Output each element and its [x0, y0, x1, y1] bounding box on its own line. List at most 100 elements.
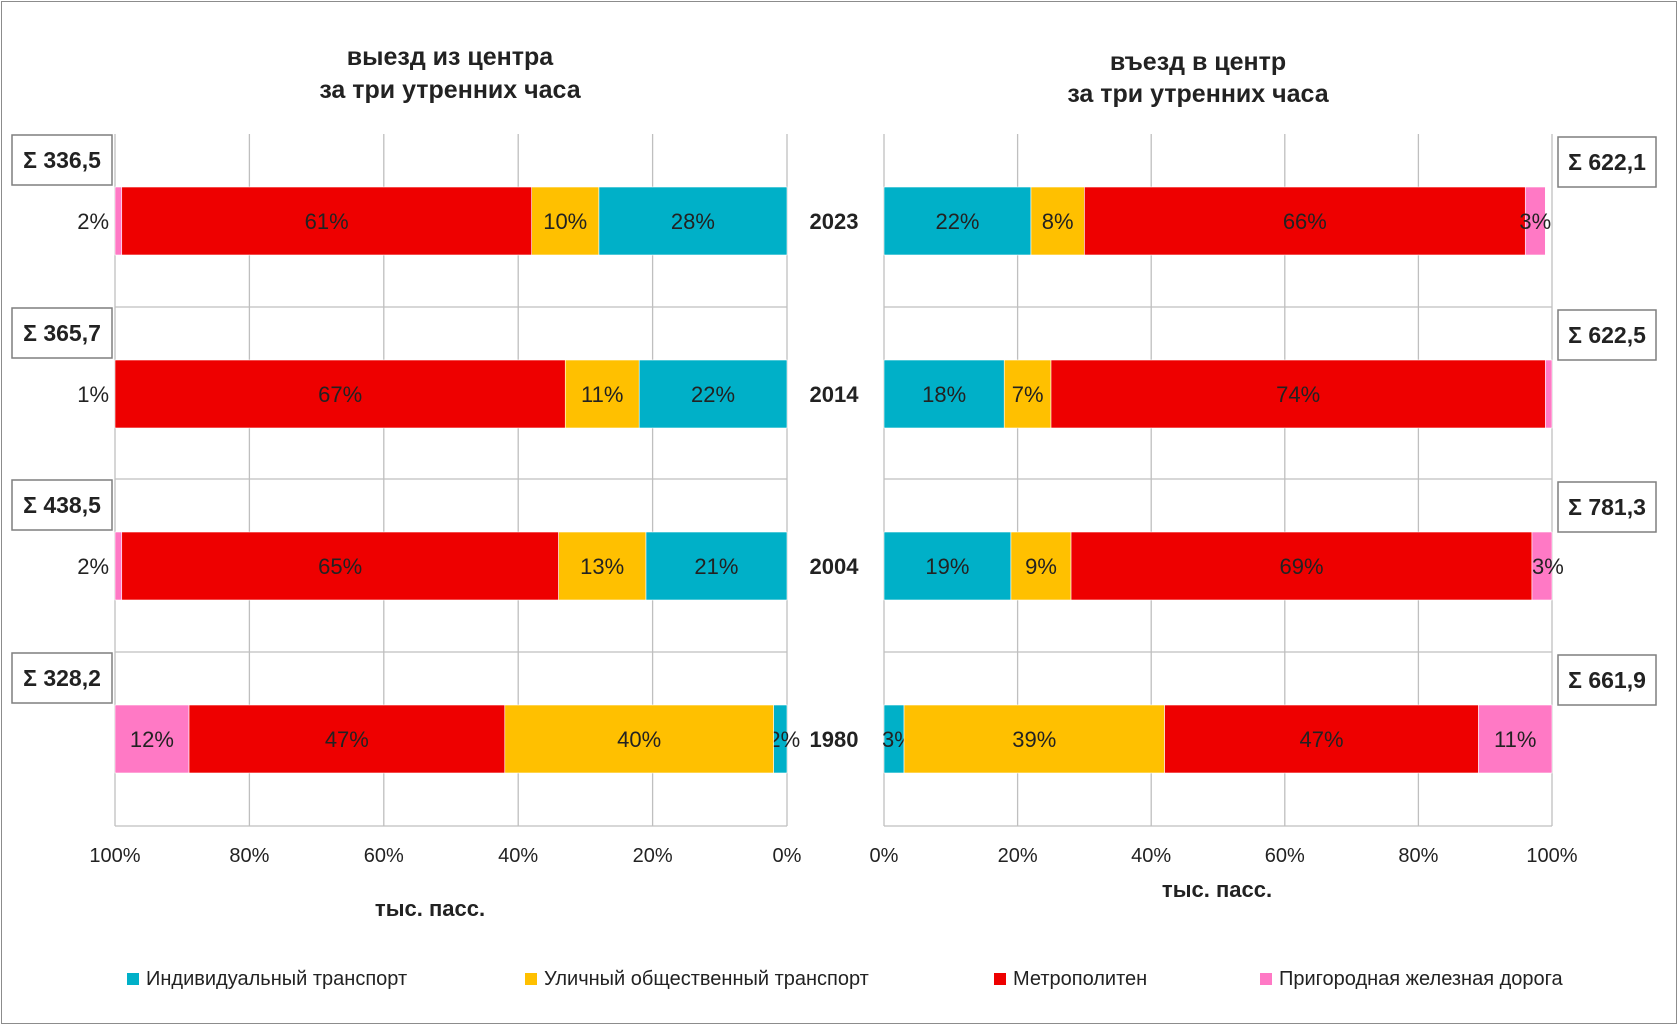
- bar-segment: [1084, 186, 1526, 256]
- x-tick-label: 20%: [633, 845, 673, 867]
- data-label: 12%: [130, 727, 174, 752]
- total-box: [1557, 654, 1657, 706]
- legend-label: Пригородная железная дорога: [1279, 968, 1563, 990]
- data-label: 47%: [325, 727, 369, 752]
- bar-segment: [188, 704, 506, 774]
- total-label: Σ 622,5: [1568, 322, 1646, 348]
- bar-segment: [564, 359, 640, 429]
- total-box: [1557, 309, 1657, 361]
- bar-segment: [1545, 359, 1553, 429]
- data-label: 3%: [1532, 554, 1564, 579]
- bar-segment: [1524, 186, 1546, 256]
- bar-segment: [883, 186, 1032, 256]
- legend-swatch: [994, 973, 1006, 985]
- year-label: 2023: [810, 209, 859, 234]
- legend-swatch: [1260, 973, 1272, 985]
- year-label: 1980: [810, 727, 859, 752]
- data-label: 1%: [77, 382, 109, 407]
- bar-segment: [638, 359, 788, 429]
- year-label: 2004: [810, 554, 860, 579]
- data-label: 11%: [1494, 727, 1536, 752]
- total-label: Σ 781,3: [1568, 494, 1646, 520]
- total-box: [11, 307, 113, 359]
- chart-title-line: въезд в центр: [1110, 48, 1286, 76]
- data-label: 65%: [318, 554, 362, 579]
- bar-segment: [114, 359, 566, 429]
- x-tick-label: 40%: [1131, 845, 1171, 867]
- bar-segment: [114, 186, 123, 256]
- total-label: Σ 622,1: [1568, 149, 1646, 175]
- data-label: 19%: [925, 554, 969, 579]
- data-label: 8%: [1042, 209, 1074, 234]
- bar-segment: [1531, 531, 1553, 601]
- total-label: Σ 328,2: [23, 665, 101, 691]
- data-label: 69%: [1279, 554, 1323, 579]
- data-label: 39%: [1012, 727, 1056, 752]
- total-box: [1557, 136, 1657, 188]
- data-label: 21%: [694, 554, 738, 579]
- data-label: 13%: [580, 554, 624, 579]
- data-label: 61%: [305, 209, 349, 234]
- total-label: Σ 365,7: [23, 320, 101, 346]
- data-label: 47%: [1300, 727, 1344, 752]
- x-tick-label: 0%: [870, 845, 899, 867]
- data-label: 11%: [581, 382, 623, 407]
- data-label: 66%: [1283, 209, 1327, 234]
- legend-swatch: [525, 973, 537, 985]
- bar-segment: [1164, 704, 1479, 774]
- x-tick-label: 100%: [1526, 845, 1577, 867]
- data-label: 22%: [935, 209, 979, 234]
- x-tick-label: 60%: [1265, 845, 1305, 867]
- data-label: 3%: [1519, 209, 1551, 234]
- data-label: 18%: [922, 382, 966, 407]
- total-box: [11, 652, 113, 704]
- bar-segment: [121, 186, 532, 256]
- bar-segment: [114, 704, 190, 774]
- legend-label: Метрополитен: [1013, 968, 1147, 990]
- year-label: 2014: [810, 382, 860, 407]
- total-box: [1557, 481, 1657, 533]
- x-tick-label: 60%: [364, 845, 404, 867]
- bar-segment: [598, 186, 788, 256]
- x-axis-label: тыс. пасс.: [1162, 877, 1272, 902]
- bar-segment: [903, 704, 1165, 774]
- x-tick-label: 20%: [998, 845, 1038, 867]
- chart-title-line: за три утренних часа: [1067, 80, 1329, 108]
- bar-segment: [883, 359, 1005, 429]
- x-tick-label: 80%: [1398, 845, 1438, 867]
- bar-segment: [1003, 359, 1052, 429]
- x-tick-label: 40%: [498, 845, 538, 867]
- total-box: [11, 134, 113, 186]
- legend-swatch: [127, 973, 139, 985]
- data-label: 74%: [1276, 382, 1320, 407]
- bar-segment: [1030, 186, 1085, 256]
- chart-title-line: выезд из центра: [347, 43, 554, 71]
- data-label: 9%: [1025, 554, 1057, 579]
- data-label: 10%: [543, 209, 587, 234]
- bar-segment: [645, 531, 788, 601]
- data-label: 2%: [77, 209, 109, 234]
- x-tick-label: 80%: [229, 845, 269, 867]
- chart-title-line: за три утренних часа: [319, 76, 581, 104]
- total-label: Σ 438,5: [23, 492, 101, 518]
- x-tick-label: 0%: [773, 845, 802, 867]
- bar-segment: [558, 531, 647, 601]
- x-tick-label: 100%: [89, 845, 140, 867]
- bar-segment: [1070, 531, 1533, 601]
- legend-label: Индивидуальный транспорт: [146, 968, 407, 990]
- bar-segment: [531, 186, 600, 256]
- bar-segment: [114, 531, 123, 601]
- legend-label: Уличный общественный транспорт: [544, 968, 869, 990]
- data-label: 2%: [77, 554, 109, 579]
- bar-segment: [504, 704, 774, 774]
- bar-segment: [121, 531, 559, 601]
- data-label: 22%: [691, 382, 735, 407]
- data-label: 40%: [617, 727, 661, 752]
- total-label: Σ 336,5: [23, 147, 101, 173]
- data-label: 7%: [1012, 382, 1044, 407]
- data-label: 67%: [318, 382, 362, 407]
- data-label: 28%: [671, 209, 715, 234]
- total-box: [11, 479, 113, 531]
